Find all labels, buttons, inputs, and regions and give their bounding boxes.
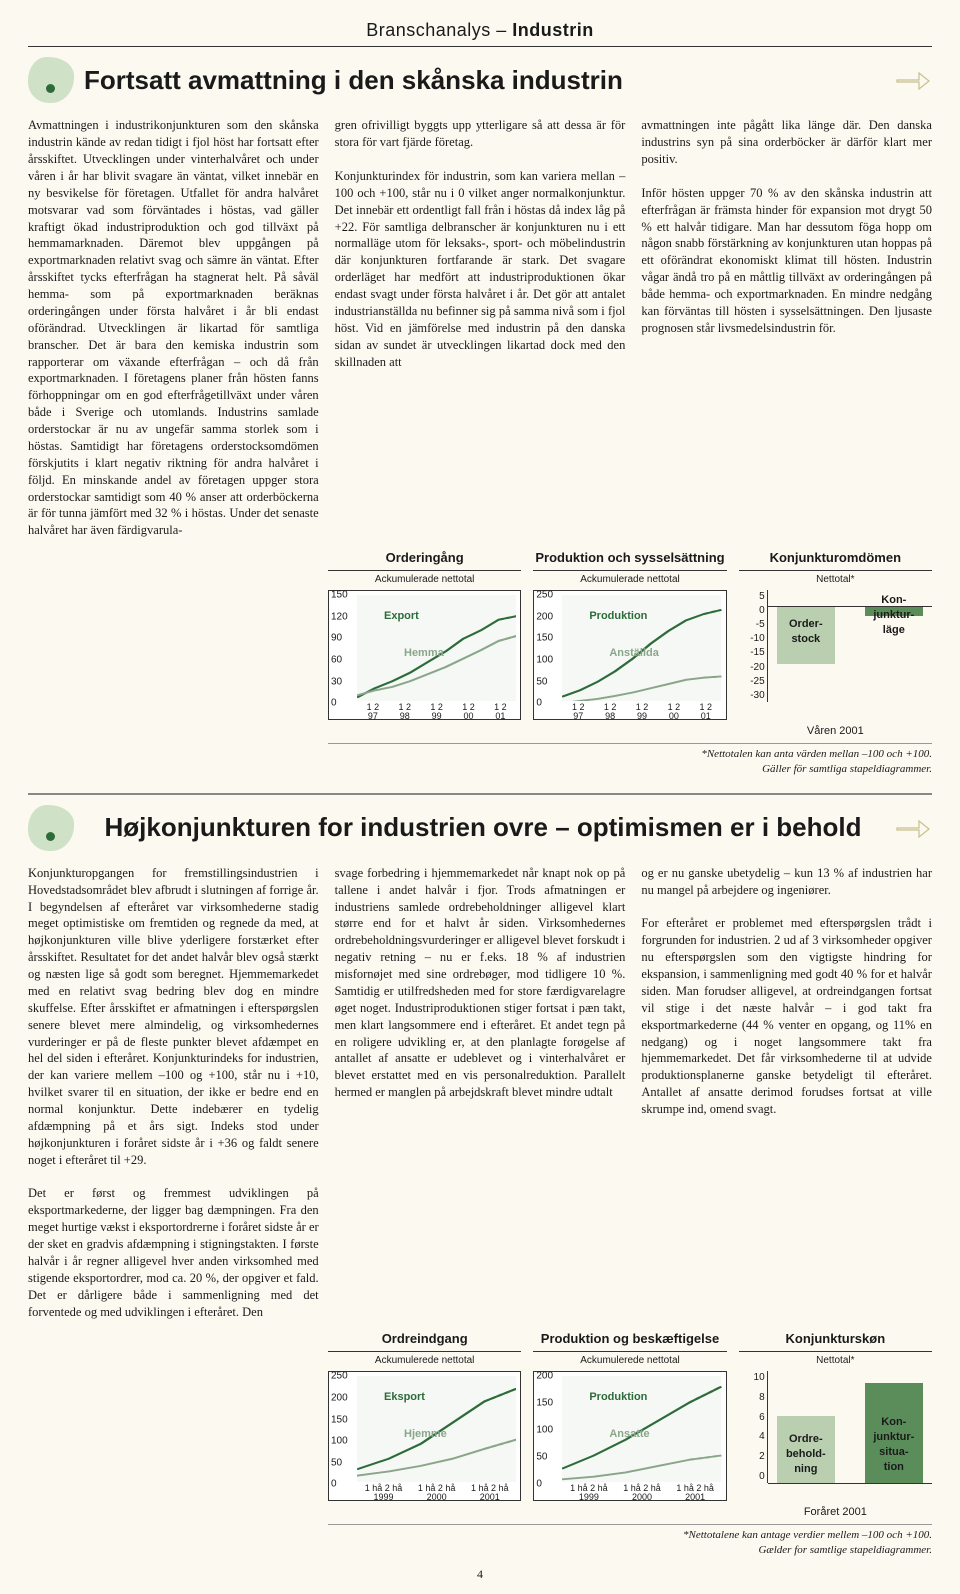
trend-arrow-icon-2 [892, 808, 932, 848]
trend-arrow-icon [892, 60, 932, 100]
region-map-icon-2 [28, 805, 74, 851]
article1-col2: gren ofrivilligt byggts upp ytterligare … [335, 117, 626, 370]
chart2c-sub: Nettotal* [739, 1354, 932, 1368]
chart1a: Orderingång Ackumulerade nettotal 150120… [328, 549, 521, 739]
chart2a-title: Ordreindgang [328, 1330, 521, 1352]
section-header: Branschanalys – Industrin [28, 18, 932, 47]
charts2-footnote: *Nettotalene kan antage verdier mellem –… [328, 1524, 932, 1558]
section-header-light: Branschanalys – [366, 20, 512, 40]
section-divider [28, 793, 932, 795]
chart1c-plot: 50-5-10-15-20-25-30Order- stockKon- junk… [739, 590, 932, 720]
chart1c-title: Konjunkturomdömen [739, 549, 932, 571]
article2-title-row: Højkonjunkturen for industrien ovre – op… [28, 805, 932, 851]
region-map-icon [28, 57, 74, 103]
chart2a-plot: 250200150100500EksportHjemme1 hå 2 hå 19… [328, 1371, 521, 1501]
article1-title-row: Fortsatt avmattning i den skånska indust… [28, 57, 932, 103]
chart2a-sub: Ackumulerede nettotal [328, 1354, 521, 1368]
chart1b: Produktion och sysselsättning Ackumulera… [533, 549, 726, 739]
chart1b-sub: Ackumulerade nettotal [533, 573, 726, 587]
chart2a: Ordreindgang Ackumulerede nettotal 25020… [328, 1330, 521, 1520]
chart2b-plot: 200150100500ProduktionAnsatte1 hå 2 hå 1… [533, 1371, 726, 1501]
section-header-bold: Industrin [512, 20, 594, 40]
page-number: 4 [28, 1566, 932, 1582]
chart1a-sub: Ackumulerade nettotal [328, 573, 521, 587]
chart2b-sub: Ackumulerede nettotal [533, 1354, 726, 1368]
chart1c-sub: Nettotal* [739, 573, 932, 587]
article2-col3: og er nu ganske ubetydelig – kun 13 % af… [641, 865, 932, 1118]
chart1b-title: Produktion och sysselsättning [533, 549, 726, 571]
chart2c-caption: Foråret 2001 [739, 1505, 932, 1520]
article1-col3: avmattningen inte pågått lika länge där.… [641, 117, 932, 336]
article2-col1: Konjunkturopgangen for fremstillingsindu… [28, 865, 319, 1321]
chart2c: Konjunkturskøn Nettotal* 1086420Ordre- b… [739, 1330, 932, 1520]
chart2c-plot: 1086420Ordre- behold- ningKon- junktur- … [739, 1371, 932, 1501]
chart1a-title: Orderingång [328, 549, 521, 571]
article1-col1: Avmattningen i industrikonjunkturen som … [28, 117, 319, 539]
article2-title: Højkonjunkturen for industrien ovre – op… [84, 810, 882, 845]
article1-title: Fortsatt avmattning i den skånska indust… [84, 63, 882, 98]
chart1a-plot: 1501209060300ExportHemma1 2 971 2 981 2 … [328, 590, 521, 720]
article2-columns: Konjunkturopgangen for fremstillingsindu… [28, 865, 932, 1321]
article1-columns: Avmattningen i industrikonjunkturen som … [28, 117, 932, 539]
chart1c-caption: Våren 2001 [739, 724, 932, 739]
chart1b-plot: 250200150100500ProduktionAnställda1 2 97… [533, 590, 726, 720]
chart2b: Produktion og beskæftigelse Ackumulerede… [533, 1330, 726, 1520]
chart2c-title: Konjunkturskøn [739, 1330, 932, 1352]
charts1-footnote: *Nettotalen kan anta värden mellan –100 … [328, 743, 932, 777]
chart1c: Konjunkturomdömen Nettotal* 50-5-10-15-2… [739, 549, 932, 739]
article2-col2: svage forbedring i hjemmemarkedet når kn… [335, 865, 626, 1101]
chart2b-title: Produktion og beskæftigelse [533, 1330, 726, 1352]
charts2-row: Ordreindgang Ackumulerede nettotal 25020… [328, 1330, 932, 1520]
charts1-row: Orderingång Ackumulerade nettotal 150120… [328, 549, 932, 739]
